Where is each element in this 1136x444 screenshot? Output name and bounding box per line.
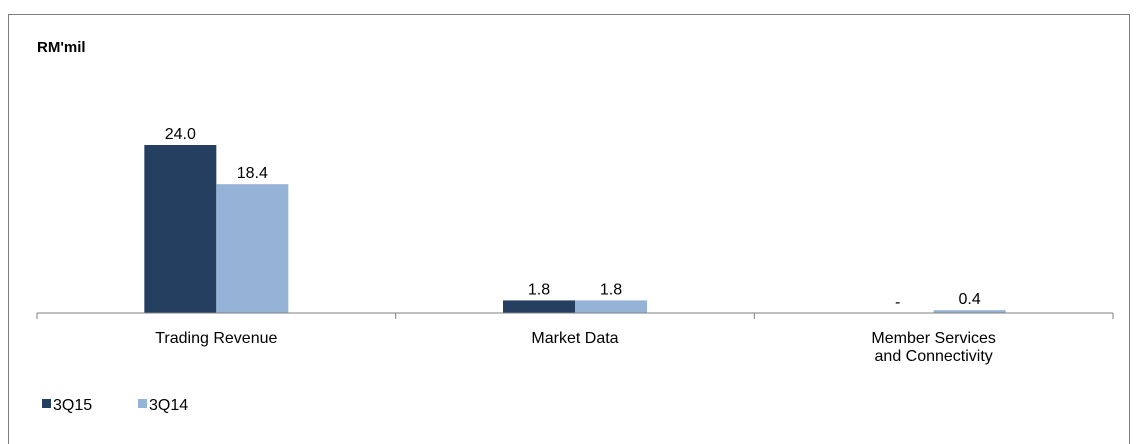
bar-3q14-2 xyxy=(933,310,1006,313)
legend-swatch-3q15 xyxy=(42,399,51,408)
category-label-1: Market Data xyxy=(531,330,618,347)
legend: 3Q15 3Q14 xyxy=(42,397,188,414)
legend-swatch-3q14 xyxy=(138,399,147,408)
data-label-3q14-1: 1.8 xyxy=(600,281,622,298)
unit-label: RM'mil xyxy=(37,39,86,56)
bars-layer xyxy=(144,145,1006,313)
category-label-2: and Connectivity xyxy=(875,348,993,365)
category-label-2: Member Services xyxy=(871,330,995,347)
bar-chart: RM'mil Trading Revenue Market Data Member … xyxy=(36,39,1114,414)
data-labels: 24.0 18.4 1.8 1.8 - 0.4 xyxy=(165,126,981,311)
chart-frame xyxy=(8,14,1130,444)
x-axis: Trading Revenue Market Data Member Service… xyxy=(36,312,1114,365)
data-label-3q15-2: - xyxy=(895,294,900,311)
bar-3q14-1 xyxy=(575,300,647,313)
data-label-3q14-0: 18.4 xyxy=(237,165,268,182)
data-label-3q15-1: 1.8 xyxy=(528,281,550,298)
legend-label-3q15: 3Q15 xyxy=(53,397,92,414)
legend-label-3q14: 3Q14 xyxy=(149,397,188,414)
data-label-3q15-0: 24.0 xyxy=(165,126,196,143)
data-label-3q14-2: 0.4 xyxy=(959,291,981,308)
bar-3q15-1 xyxy=(503,300,575,313)
category-label-0: Trading Revenue xyxy=(155,330,277,347)
bar-3q14-0 xyxy=(216,184,289,313)
bar-3q15-0 xyxy=(144,145,217,313)
